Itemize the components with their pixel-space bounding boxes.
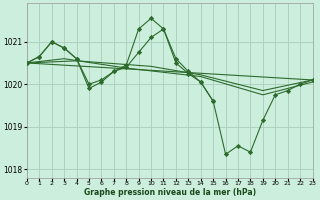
X-axis label: Graphe pression niveau de la mer (hPa): Graphe pression niveau de la mer (hPa) xyxy=(84,188,256,197)
